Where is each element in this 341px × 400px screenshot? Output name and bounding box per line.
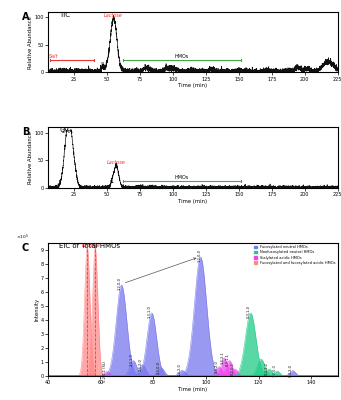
Text: EIC of Total HMOs: EIC of Total HMOs [59, 243, 120, 249]
Text: HMOs: HMOs [175, 54, 189, 59]
Text: SL: SL [101, 62, 106, 66]
Text: 0-3-1-0: 0-3-1-0 [247, 305, 251, 318]
X-axis label: Time (min): Time (min) [178, 386, 207, 392]
Text: Lactose: Lactose [82, 243, 101, 248]
Y-axis label: Relative Abundance: Relative Abundance [28, 16, 33, 69]
Legend: Fucosylated neutral HMOs, Nonfucosylated neutral HMOs, Sialylated acidic HMOs, F: Fucosylated neutral HMOs, Nonfucosylated… [254, 245, 336, 265]
Text: 2-AA: 2-AA [62, 128, 73, 134]
Text: B: B [22, 128, 29, 138]
Text: Lactose: Lactose [104, 13, 123, 18]
Text: 1-3-1-0: 1-3-1-0 [148, 305, 152, 318]
Text: 0-3-1-1: 0-3-1-1 [225, 354, 229, 366]
Text: 1-4-2-0: 1-4-2-0 [178, 364, 182, 376]
Text: 0-2-0-1 (SL): 0-2-0-1 (SL) [103, 360, 107, 382]
Text: 0-3-1-2: 0-3-1-2 [265, 362, 269, 375]
Y-axis label: Intensity: Intensity [34, 298, 39, 321]
Text: SL: SL [110, 180, 115, 184]
Text: 2-3-1-0: 2-3-1-0 [129, 354, 133, 366]
Text: 0-2-0-1: 0-2-0-1 [231, 362, 235, 375]
Text: HMOs: HMOs [175, 175, 189, 180]
Text: 1-2-0-0: 1-2-0-0 [273, 364, 277, 377]
X-axis label: Time (min): Time (min) [178, 83, 207, 88]
Y-axis label: Relative Abundance: Relative Abundance [28, 131, 33, 184]
Text: TIC: TIC [59, 12, 70, 18]
Text: 1-4-2-1: 1-4-2-1 [220, 351, 224, 364]
Text: 3-4-2-0: 3-4-2-0 [215, 360, 219, 373]
Text: 1-2-0-0: 1-2-0-0 [118, 277, 121, 290]
Text: 0-4-2-0: 0-4-2-0 [289, 364, 293, 377]
Text: Lactose: Lactose [107, 160, 125, 166]
Text: $\times$10$^5$: $\times$10$^5$ [16, 232, 29, 242]
Text: Salt: Salt [49, 54, 58, 59]
X-axis label: Time (min): Time (min) [178, 198, 207, 204]
Text: UV: UV [59, 128, 69, 134]
Text: A: A [22, 12, 29, 22]
Text: 1-2-0-0: 1-2-0-0 [198, 249, 202, 262]
Text: 2-4-2-0: 2-4-2-0 [138, 358, 143, 371]
Text: C: C [22, 243, 29, 253]
Text: 2-3-0-0: 2-3-0-0 [157, 360, 161, 374]
